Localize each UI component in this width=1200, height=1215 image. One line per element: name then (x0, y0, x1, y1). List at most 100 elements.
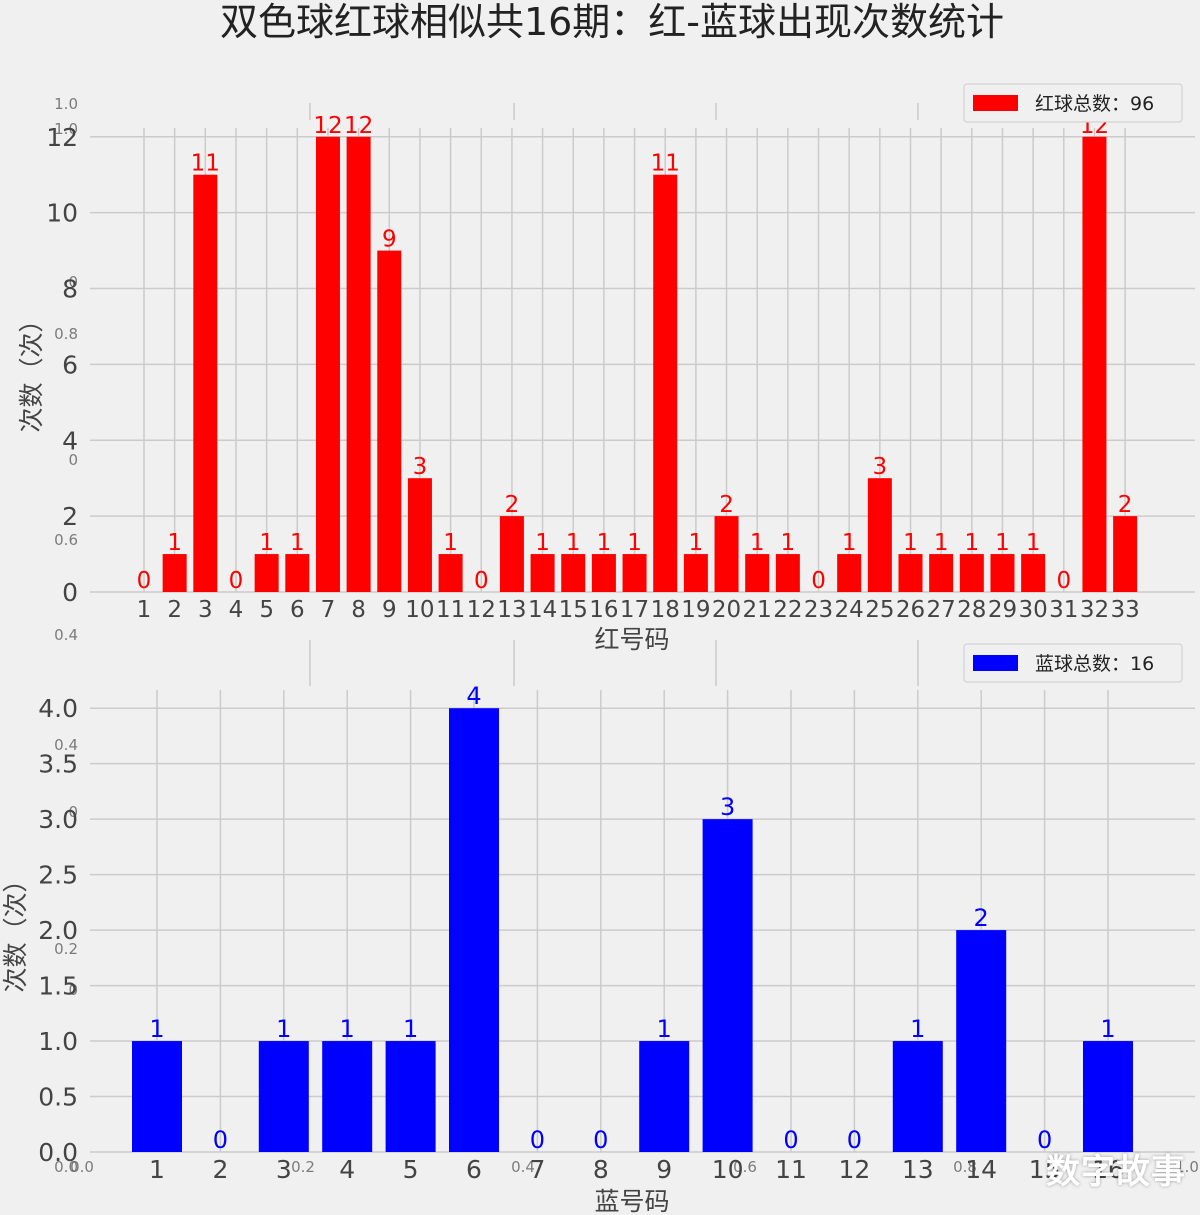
red-chart-bar-value-label: 3 (873, 454, 888, 480)
blue-chart-bar-value-label: 0 (1037, 1126, 1052, 1154)
red-chart-bar (193, 174, 218, 592)
red-chart-bar-value-label: 2 (505, 492, 520, 518)
blue-chart-x-ticks: 1 2 3 4 5 6 7 8 9 10 11 12 13 14 15 16 (149, 1155, 1124, 1184)
blue-chart-bar-value-label: 0 (783, 1126, 798, 1154)
red-chart-bar (438, 554, 463, 592)
red-chart-bar (867, 478, 892, 592)
red-chart-bar-value-label: 1 (1026, 530, 1041, 556)
red-chart-x-tick-label: 16 (589, 597, 618, 623)
blue-chart-bar-value-label: 1 (910, 1015, 925, 1043)
red-chart-bar (561, 554, 586, 592)
blue-chart-y-axis-label: 次数（次） (1, 867, 30, 992)
red-chart-bar-value-label: 0 (811, 568, 826, 594)
red-chart-bar (162, 554, 187, 592)
blue-chart-x-tick-label: 14 (965, 1155, 997, 1184)
red-chart-bar-value-label: 9 (382, 227, 397, 253)
red-chart-bar-value-label: 1 (781, 530, 796, 556)
red-chart-x-tick-label: 22 (773, 597, 802, 623)
red-chart-bar-value-label: 1 (689, 530, 704, 556)
red-legend-label: 红球总数：96 (1035, 93, 1154, 115)
blue-chart-x-tick-label: 11 (775, 1155, 807, 1184)
red-chart-bar-value-label: 0 (1056, 568, 1071, 594)
blue-chart-bar (132, 1041, 182, 1152)
red-chart-bar-value-label: 1 (597, 530, 612, 556)
blue-chart-bars (132, 708, 1133, 1152)
blue-legend-box (963, 643, 1183, 683)
red-chart-bar (745, 554, 770, 592)
blue-chart-y-tick-label: 2.0 (38, 916, 78, 945)
red-chart-bar (959, 554, 984, 592)
red-chart-x-ticks: 1 2 3 4 5 6 7 8 9 10 11 12 13 14 15 16 17 18 19 20 21 22 23 24 2… (137, 597, 1140, 623)
red-chart-x-tick-label: 14 (528, 597, 557, 623)
blue-chart-x-tick-label: 10 (712, 1155, 744, 1184)
red-chart-x-tick-label: 32 (1080, 597, 1109, 623)
blue-chart-y-tick-label: 3.0 (38, 805, 78, 834)
blue-chart-bar (639, 1041, 690, 1152)
blue-chart-bar-value-label: 1 (149, 1015, 164, 1043)
red-chart-x-tick-label: 17 (620, 597, 649, 623)
red-chart-y-tick-label: 12 (46, 123, 78, 152)
blue-chart-bar-value-label: 2 (974, 904, 989, 932)
red-chart-x-tick-label: 8 (351, 597, 366, 623)
ghost-left-tick-label: 0.6 (54, 531, 78, 549)
red-chart-bar (346, 136, 371, 592)
blue-chart-bar-value-label: 4 (466, 682, 481, 710)
red-chart-y-ticks: 0 2 4 6 8 10 12 (46, 123, 78, 607)
red-chart-bar (254, 554, 279, 592)
ghost-left-tick-label: 1.0 (54, 95, 78, 113)
red-chart-bar (714, 516, 739, 592)
red-chart-x-tick-label: 24 (835, 597, 864, 623)
blue-chart-y-tick-label: 4.0 (38, 694, 78, 723)
red-chart-x-tick-label: 9 (382, 597, 397, 623)
blue-chart-x-tick-label: 7 (529, 1155, 545, 1184)
blue-chart-y-tick-label: 0.0 (38, 1138, 78, 1167)
blue-chart-y-tick-label: 2.5 (38, 861, 78, 890)
red-chart-x-tick-label: 21 (743, 597, 772, 623)
blue-chart-bar (322, 1041, 373, 1152)
red-chart-x-tick-label: 23 (804, 597, 833, 623)
red-chart-bar-value-label: 1 (964, 530, 979, 556)
blue-legend-swatch (973, 655, 1018, 671)
red-chart-x-tick-label: 1 (137, 597, 152, 623)
blue-chart-x-tick-label: 6 (466, 1155, 482, 1184)
blue-chart-x-tick-label: 3 (276, 1155, 292, 1184)
red-chart-bar (1021, 554, 1046, 592)
red-chart-bar-value-label: 1 (566, 530, 581, 556)
red-chart-y-tick-label: 2 (62, 502, 78, 531)
red-chart-bar (591, 554, 616, 592)
red-chart-bar-value-label: 0 (229, 568, 244, 594)
red-chart-x-tick-label: 5 (259, 597, 274, 623)
blue-legend-label: 蓝球总数：16 (1035, 653, 1154, 675)
red-chart-bar-value-label: 0 (137, 568, 152, 594)
blue-chart-bar (385, 1041, 436, 1152)
red-chart-x-tick-label: 3 (198, 597, 213, 623)
red-chart-bar (285, 554, 310, 592)
ghost-axis-layer: 1.0 1.0 0 0.8 0 0.6 0.4 0.4 0 0.2 0 0.00.0 0.2 0.4 0.6… (54, 95, 1199, 1176)
blue-chart-y-ticks: 0.0 0.5 1.0 1.5 2.0 2.5 3.0 3.5 4.0 (38, 694, 78, 1167)
ghost-left-tick-label: 0.8 (54, 325, 78, 343)
red-chart-x-tick-label: 18 (651, 597, 680, 623)
red-chart-bar-value-label: 11 (651, 151, 680, 177)
red-chart-x-axis-label: 红号码 (594, 625, 669, 654)
red-chart-bar (1082, 136, 1107, 592)
red-chart-bar-value-label: 12 (313, 113, 342, 139)
watermark-text: 数字故事 (1046, 1152, 1186, 1192)
red-chart-bar-value-label: 1 (290, 530, 305, 556)
red-chart-bar (622, 554, 647, 592)
red-chart-bar (315, 136, 340, 592)
red-chart-bar-value-label: 1 (627, 530, 642, 556)
red-chart-bar (499, 516, 524, 592)
blue-chart-x-tick-label: 8 (593, 1155, 609, 1184)
red-chart-x-tick-label: 25 (865, 597, 894, 623)
blue-chart-x-tick-label: 13 (902, 1155, 934, 1184)
red-chart-x-tick-label: 13 (497, 597, 526, 623)
red-chart-bar-value-label: 1 (903, 530, 918, 556)
blue-chart-bar (702, 819, 753, 1152)
red-chart-bar (1113, 516, 1138, 592)
blue-chart-y-tick-label: 1.0 (38, 1027, 78, 1056)
ghost-left-tick-label: 0 (68, 981, 78, 999)
red-chart-bar (929, 554, 954, 592)
blue-chart-bar (892, 1041, 943, 1152)
blue-chart-y-tick-label: 1.5 (38, 972, 78, 1001)
